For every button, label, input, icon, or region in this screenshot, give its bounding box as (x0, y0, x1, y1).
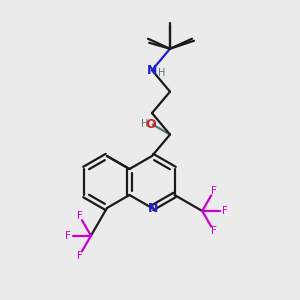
Text: H: H (141, 118, 148, 129)
Text: F: F (211, 186, 217, 196)
Text: F: F (211, 226, 217, 236)
Text: F: F (222, 206, 228, 216)
Text: N: N (148, 202, 158, 215)
Text: F: F (76, 211, 82, 221)
Text: O: O (146, 118, 156, 131)
Text: H: H (158, 68, 166, 78)
Text: F: F (65, 231, 71, 241)
Text: N: N (147, 64, 157, 77)
Text: F: F (76, 250, 82, 261)
